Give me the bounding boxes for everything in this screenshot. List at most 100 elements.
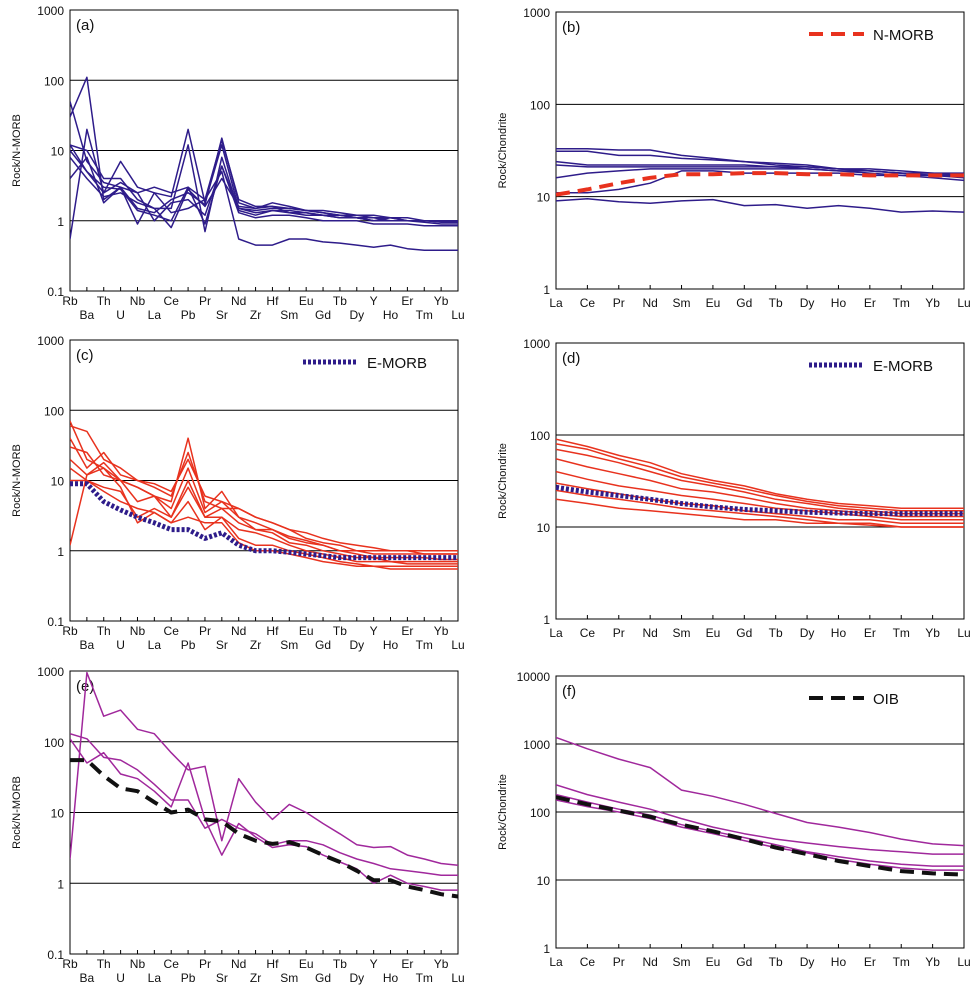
x-category-label: U	[116, 308, 125, 322]
x-category-label: Sr	[216, 971, 228, 985]
x-category-label: Yb	[434, 957, 449, 971]
y-tick-label: 10	[537, 191, 551, 205]
x-category-label: Ba	[80, 971, 95, 985]
x-category-label: Er	[864, 626, 876, 640]
x-category-label: Hf	[266, 294, 279, 308]
y-tick-label: 1	[57, 877, 64, 891]
y-tick-label: 100	[44, 404, 64, 418]
panel-label: (b)	[562, 19, 580, 36]
x-category-label: La	[549, 626, 563, 640]
x-category-label: Yb	[434, 294, 449, 308]
y-axis-label: Rock/Chondrite	[497, 113, 509, 189]
x-category-label: Rb	[62, 294, 78, 308]
reference-series-line	[556, 171, 964, 197]
x-category-label: Sr	[216, 308, 228, 322]
x-category-label: Dy	[349, 308, 364, 322]
x-category-label: Ho	[831, 626, 847, 640]
y-tick-label: 10000	[517, 670, 551, 684]
x-category-label: Ho	[383, 971, 399, 985]
x-category-label: Dy	[800, 955, 815, 969]
x-category-label: La	[549, 955, 563, 969]
x-category-label: Tb	[333, 957, 347, 971]
x-category-label: Tm	[893, 296, 910, 310]
x-category-label: Nd	[642, 296, 657, 310]
x-category-label: Er	[864, 955, 876, 969]
legend-label: N-MORB	[873, 27, 934, 44]
x-category-label: Ba	[80, 308, 95, 322]
x-category-label: La	[148, 308, 162, 322]
sample-series-line	[70, 420, 458, 555]
series-group	[70, 671, 458, 899]
y-tick-label: 1000	[37, 334, 64, 348]
x-category-label: Tb	[333, 624, 347, 638]
sample-series-line	[70, 458, 458, 563]
x-category-label: Nd	[231, 294, 246, 308]
x-category-label: Lu	[957, 296, 970, 310]
x-category-label: Dy	[349, 638, 364, 652]
x-category-label: Ce	[580, 955, 596, 969]
sample-series-line	[556, 443, 964, 512]
y-tick-label: 100	[44, 74, 64, 88]
x-category-label: Sr	[216, 638, 228, 652]
y-tick-label: 1000	[523, 738, 550, 752]
y-tick-label: 1000	[37, 4, 64, 18]
x-category-label: Zr	[250, 308, 261, 322]
x-category-label: Rb	[62, 624, 78, 638]
x-category-label: Pr	[613, 955, 625, 969]
x-category-label: Nb	[130, 624, 146, 638]
x-category-label: Pr	[613, 296, 625, 310]
x-category-label: Ho	[383, 638, 399, 652]
panel-e: 10001001010.1Rock/N-MORB(e)RbBaThUNbLaCe…	[11, 665, 465, 985]
y-tick-label: 1	[57, 545, 64, 559]
y-tick-label: 100	[530, 429, 550, 443]
sample-series-line	[556, 197, 964, 213]
x-category-label: Eu	[299, 624, 314, 638]
sample-series-line	[556, 784, 964, 855]
x-category-label: Yb	[434, 624, 449, 638]
legend-label: OIB	[873, 691, 899, 708]
x-category-label: Ce	[164, 957, 180, 971]
sample-series-line	[556, 498, 964, 528]
x-category-label: Sm	[280, 638, 298, 652]
y-axis-label: Rock/N-MORB	[11, 444, 23, 517]
x-category-label: Nd	[231, 624, 246, 638]
x-category-label: Pb	[181, 308, 196, 322]
x-category-label: Tb	[333, 294, 347, 308]
sample-series-line	[556, 168, 964, 179]
x-category-label: Ho	[831, 296, 847, 310]
x-category-label: Er	[401, 957, 413, 971]
x-category-label: Th	[97, 294, 111, 308]
x-category-label: Y	[370, 957, 378, 971]
plot-frame	[555, 342, 965, 620]
y-tick-label: 100	[44, 736, 64, 750]
x-category-label: La	[148, 971, 162, 985]
sample-series-line	[70, 437, 458, 555]
y-tick-label: 0.1	[47, 948, 64, 962]
sample-series-line	[556, 793, 964, 867]
x-category-label: Nd	[642, 955, 657, 969]
sample-series-line	[556, 736, 964, 847]
x-category-label: Hf	[266, 957, 279, 971]
x-category-label: Pb	[181, 638, 196, 652]
x-category-label: Rb	[62, 957, 78, 971]
x-category-label: Pb	[181, 971, 196, 985]
legend-label: E-MORB	[873, 358, 933, 375]
x-category-label: Sm	[280, 971, 298, 985]
sample-series-line	[70, 738, 458, 891]
x-category-label: Hf	[266, 624, 279, 638]
y-tick-label: 1	[543, 942, 550, 956]
x-category-label: Th	[97, 624, 111, 638]
series-group	[556, 438, 964, 528]
y-tick-label: 1000	[523, 6, 550, 20]
y-tick-label: 0.1	[47, 615, 64, 629]
sample-series-line	[70, 144, 458, 233]
y-tick-label: 1000	[37, 665, 64, 679]
x-category-label: Dy	[800, 626, 815, 640]
x-category-label: Tm	[416, 971, 433, 985]
sample-series-line	[556, 438, 964, 509]
x-category-label: Eu	[706, 955, 721, 969]
y-tick-label: 10	[51, 807, 65, 821]
y-axis-label: Rock/Chondrite	[497, 443, 509, 519]
panel-d: 1000 100 10 1 Rock/Chondrite (d) La Ce Pr Nd Sm Eu G…	[497, 337, 971, 640]
